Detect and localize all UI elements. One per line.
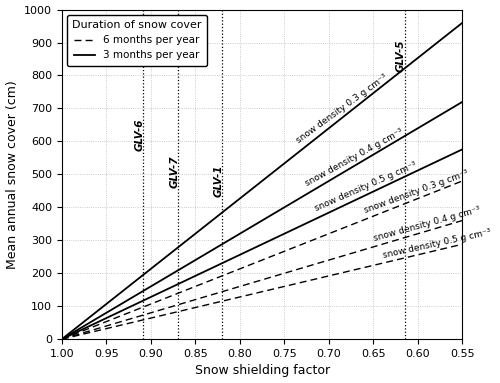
Text: snow density 0.4 g cm⁻³: snow density 0.4 g cm⁻³ [373,205,482,243]
Text: GLV-1: GLV-1 [214,165,224,197]
Y-axis label: Mean annual snow cover (cm): Mean annual snow cover (cm) [6,80,18,269]
Text: GLV-5: GLV-5 [396,40,406,72]
X-axis label: Snow shielding factor: Snow shielding factor [194,365,330,377]
Text: snow density 0.3 g cm⁻³: snow density 0.3 g cm⁻³ [363,169,470,215]
Text: GLV-7: GLV-7 [170,155,180,188]
Text: snow density 0.5 g cm⁻³: snow density 0.5 g cm⁻³ [382,227,492,260]
Text: snow density 0.4 g cm⁻³: snow density 0.4 g cm⁻³ [304,127,405,188]
Legend: 6 months per year, 3 months per year: 6 months per year, 3 months per year [67,15,207,65]
Text: snow density 0.3 g cm⁻³: snow density 0.3 g cm⁻³ [294,73,388,146]
Text: snow density 0.5 g cm⁻³: snow density 0.5 g cm⁻³ [314,160,418,213]
Text: GLV-6: GLV-6 [134,119,144,151]
